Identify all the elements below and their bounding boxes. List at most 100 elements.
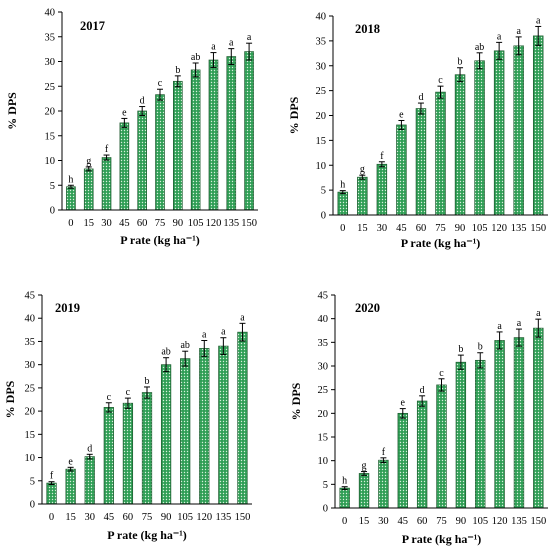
y-tick-label: 0 — [321, 211, 326, 222]
bar — [358, 473, 370, 509]
bar — [337, 191, 349, 216]
bar — [532, 35, 544, 216]
significance-letter: f — [50, 471, 54, 482]
significance-letter: ab — [475, 42, 484, 53]
y-axis-title: % DPS — [287, 96, 301, 134]
significance-letter: d — [420, 385, 425, 396]
significance-letter: b — [458, 57, 463, 68]
x-tick-label: 30 — [84, 512, 95, 523]
bar — [160, 364, 172, 505]
x-axis-title: P rate (kg ha⁻¹) — [402, 532, 482, 546]
significance-letter: a — [497, 31, 502, 42]
significance-letter: a — [536, 15, 541, 26]
y-tick-label: 25 — [316, 86, 327, 97]
x-tick-label: 60 — [416, 223, 427, 234]
chart-title: 2020 — [355, 301, 380, 315]
x-tick-label: 75 — [155, 218, 166, 229]
significance-letter: ab — [191, 52, 200, 63]
significance-letter: a — [497, 321, 502, 332]
significance-letter: d — [87, 443, 92, 454]
chart-2017: 0 5 10 15 20 25 30 35 40 h 0 g 15 f 30 e 45 d 60 c 75 b 90 ab 10… — [5, 8, 258, 247]
bar — [378, 459, 389, 509]
significance-letter: a — [240, 312, 245, 323]
y-tick-label: 15 — [25, 430, 36, 441]
y-tick-label: 30 — [318, 362, 329, 373]
bar — [173, 80, 183, 211]
x-tick-label: 135 — [511, 516, 527, 527]
x-tick-label: 90 — [173, 218, 184, 229]
x-tick-label: 60 — [137, 218, 148, 229]
y-tick-label: 0 — [30, 500, 35, 511]
y-tick-label: 15 — [45, 131, 56, 142]
significance-letter: a — [517, 318, 522, 329]
x-tick-label: 45 — [119, 218, 130, 229]
significance-letter: g — [362, 461, 367, 472]
x-tick-label: 45 — [104, 512, 115, 523]
bar — [103, 407, 114, 505]
significance-letter: d — [140, 96, 145, 107]
y-tick-label: 5 — [50, 181, 55, 192]
y-tick-label: 40 — [318, 314, 329, 325]
x-axis-title: P rate (kg ha⁻¹) — [107, 528, 187, 542]
y-tick-label: 25 — [45, 82, 56, 93]
significance-letter: g — [86, 156, 91, 167]
significance-letter: d — [418, 92, 423, 103]
bar — [84, 456, 95, 505]
significance-letter: c — [438, 75, 443, 86]
y-tick-label: 30 — [25, 360, 36, 371]
significance-letter: ab — [180, 340, 189, 351]
x-tick-label: 15 — [357, 223, 368, 234]
y-tick-label: 10 — [316, 161, 327, 172]
y-tick-label: 45 — [318, 291, 329, 302]
bar — [475, 359, 486, 509]
x-tick-label: 90 — [456, 516, 467, 527]
significance-letter: c — [158, 78, 163, 89]
y-tick-label: 40 — [316, 12, 327, 23]
y-tick-label: 20 — [316, 111, 327, 122]
x-tick-label: 75 — [436, 516, 447, 527]
chart-title: 2017 — [80, 19, 105, 33]
y-axis-title: % DPS — [3, 380, 17, 418]
x-tick-label: 0 — [342, 516, 347, 527]
significance-letter: c — [126, 387, 131, 398]
y-tick-label: 0 — [323, 504, 328, 515]
x-tick-label: 60 — [123, 512, 134, 523]
chart-title: 2019 — [55, 301, 80, 315]
bar — [66, 186, 76, 211]
x-tick-label: 120 — [491, 223, 507, 234]
significance-letter: b — [478, 342, 483, 353]
significance-letter: h — [342, 476, 347, 487]
bar — [416, 400, 428, 509]
y-tick-label: 40 — [45, 8, 56, 19]
significance-letter: a — [221, 327, 226, 338]
x-tick-label: 60 — [417, 516, 428, 527]
bar — [218, 345, 229, 505]
bar — [376, 163, 388, 216]
x-tick-label: 105 — [472, 516, 488, 527]
chart-2018: 0 5 10 15 20 25 30 35 40 h 0 g 15 f 30 e 45 d 60 c 75 b 90 ab 10… — [287, 12, 548, 250]
bar — [155, 94, 165, 211]
significance-letter: f — [105, 144, 109, 155]
x-tick-label: 135 — [215, 512, 231, 523]
bar — [226, 56, 237, 211]
y-tick-label: 25 — [318, 385, 329, 396]
x-tick-label: 120 — [492, 516, 508, 527]
significance-letter: c — [107, 392, 112, 403]
x-tick-label: 120 — [206, 218, 222, 229]
bar — [436, 384, 447, 509]
bar — [208, 59, 219, 211]
x-tick-label: 15 — [65, 512, 76, 523]
bar — [199, 348, 210, 505]
significance-letter: h — [68, 174, 73, 185]
y-tick-label: 0 — [50, 206, 55, 217]
significance-letter: e — [68, 456, 73, 467]
bar — [396, 124, 407, 216]
bar — [339, 487, 350, 509]
bar — [435, 91, 446, 216]
x-tick-label: 105 — [472, 223, 488, 234]
y-tick-label: 15 — [318, 433, 329, 444]
y-tick-label: 30 — [316, 61, 327, 72]
bar — [237, 331, 248, 505]
bar — [415, 108, 427, 216]
bar — [397, 412, 408, 509]
